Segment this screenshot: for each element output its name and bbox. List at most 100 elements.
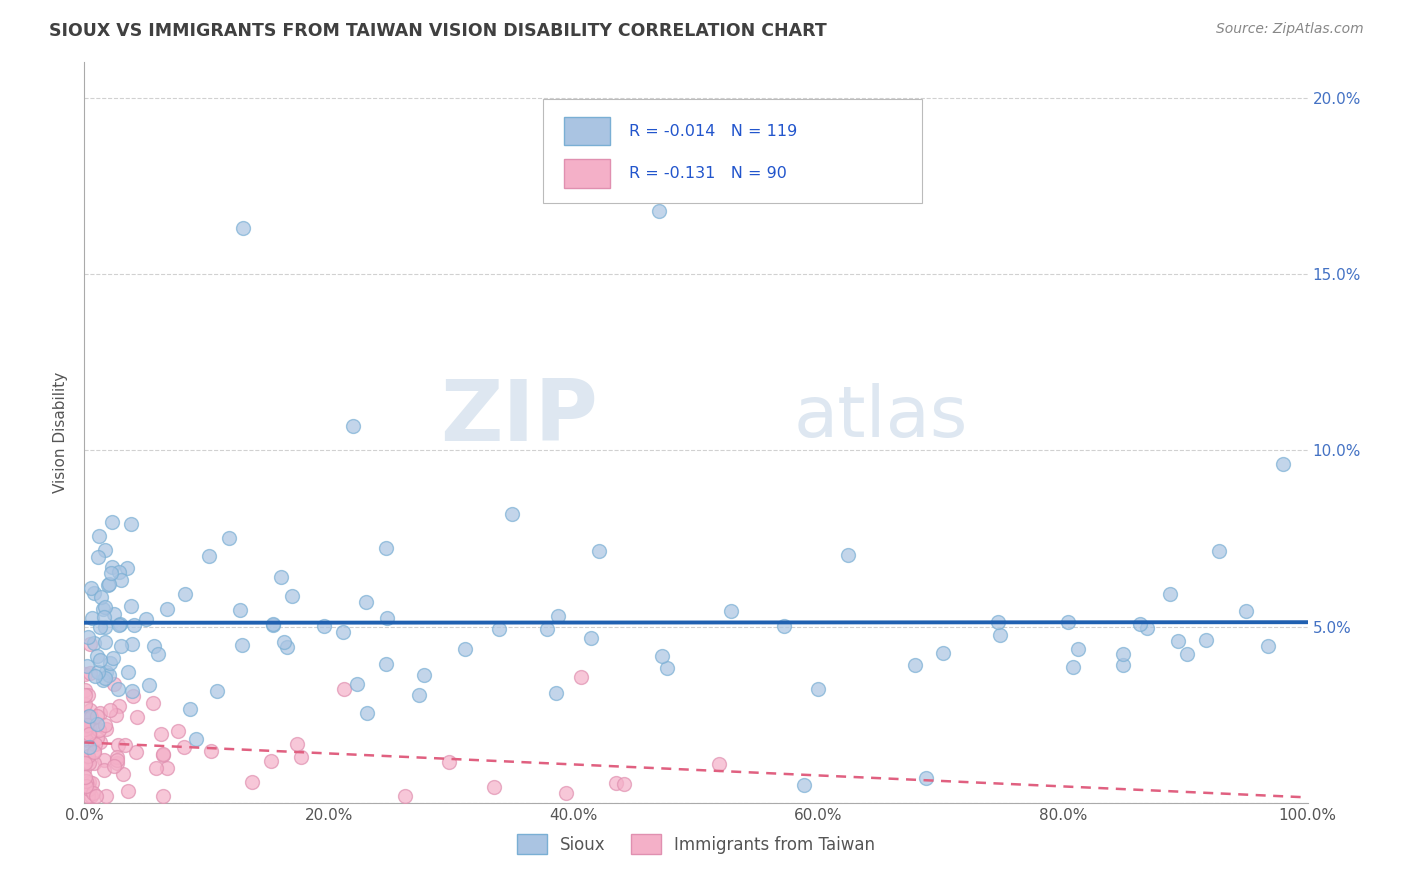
FancyBboxPatch shape — [564, 117, 610, 145]
Point — [73, 688, 96, 702]
Point — [94, 542, 117, 557]
Point — [77, 723, 100, 738]
Point — [117, 665, 139, 679]
Point — [93, 610, 115, 624]
Point — [87, 550, 110, 565]
Point — [115, 561, 138, 575]
Point — [121, 683, 143, 698]
Point — [156, 761, 179, 775]
Point — [75, 666, 97, 681]
Point — [73, 698, 96, 712]
Point — [332, 625, 354, 640]
Point — [76, 658, 98, 673]
Point — [174, 587, 197, 601]
Point — [1062, 660, 1084, 674]
Point — [262, 618, 284, 632]
Point — [547, 609, 569, 624]
Point — [200, 744, 222, 758]
Point — [122, 618, 145, 632]
Point — [77, 782, 100, 797]
Point — [138, 678, 160, 692]
Point — [354, 595, 377, 609]
Point — [375, 541, 398, 555]
Point — [394, 789, 416, 803]
Point — [91, 602, 114, 616]
Point — [105, 756, 128, 771]
Point — [107, 738, 129, 752]
Point — [232, 221, 254, 235]
Point — [77, 727, 100, 741]
Point — [80, 611, 103, 625]
Point — [104, 707, 127, 722]
Point — [93, 599, 115, 614]
Point — [1067, 641, 1090, 656]
Point — [110, 639, 132, 653]
Point — [121, 637, 143, 651]
Text: R = -0.014   N = 119: R = -0.014 N = 119 — [628, 124, 797, 139]
Point — [536, 622, 558, 636]
Point — [87, 529, 110, 543]
Legend: Sioux, Immigrants from Taiwan: Sioux, Immigrants from Taiwan — [510, 828, 882, 861]
Point — [149, 727, 172, 741]
Point — [904, 657, 927, 672]
Point — [588, 543, 610, 558]
Point — [73, 756, 96, 771]
Point — [76, 779, 98, 793]
Point — [73, 723, 96, 737]
Point — [148, 647, 170, 661]
Point — [84, 669, 107, 683]
Point — [77, 775, 100, 789]
FancyBboxPatch shape — [564, 160, 610, 187]
Point — [83, 756, 105, 770]
Point — [77, 756, 100, 770]
Point — [93, 753, 115, 767]
Point — [648, 203, 671, 218]
Point — [120, 516, 142, 531]
Point — [86, 716, 108, 731]
Y-axis label: Vision Disability: Vision Disability — [53, 372, 69, 493]
Point — [94, 665, 117, 679]
Point — [76, 779, 98, 793]
Point — [1175, 647, 1198, 661]
Point — [120, 599, 142, 613]
Point — [135, 612, 157, 626]
Point — [108, 565, 131, 579]
Point — [76, 717, 98, 731]
Point — [773, 618, 796, 632]
Point — [125, 745, 148, 759]
Point — [1195, 632, 1218, 647]
Point — [77, 719, 100, 733]
Point — [98, 703, 121, 717]
Point — [79, 728, 101, 742]
Point — [110, 617, 132, 632]
Point — [86, 731, 108, 746]
Point — [544, 686, 567, 700]
Point — [837, 548, 859, 562]
Point — [167, 723, 190, 738]
Point — [82, 786, 104, 800]
Point — [108, 617, 131, 632]
Point — [73, 723, 96, 737]
Point — [80, 581, 103, 595]
Point — [186, 732, 208, 747]
Point — [290, 749, 312, 764]
Point — [205, 684, 228, 698]
Point — [77, 708, 100, 723]
Point — [77, 630, 100, 644]
Point — [408, 689, 430, 703]
Point — [502, 507, 524, 521]
Point — [76, 688, 98, 702]
Point — [122, 690, 145, 704]
Point — [77, 789, 100, 803]
Point — [931, 646, 953, 660]
Point — [413, 668, 436, 682]
Point — [89, 652, 111, 666]
Point — [1234, 605, 1257, 619]
Point — [218, 532, 240, 546]
Point — [79, 637, 101, 651]
Point — [569, 670, 592, 684]
Point — [793, 778, 815, 792]
Point — [914, 771, 936, 785]
Point — [605, 776, 627, 790]
Point — [314, 619, 336, 633]
